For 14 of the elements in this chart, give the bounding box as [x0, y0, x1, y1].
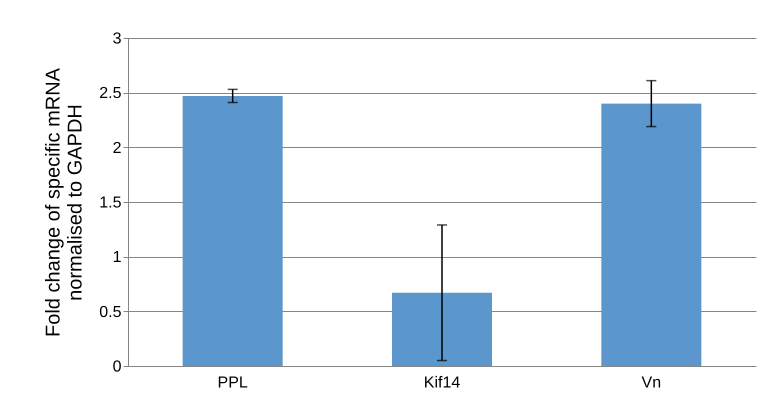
x-tick-label: Vn: [642, 374, 662, 392]
bar: [601, 104, 702, 366]
y-tick-label: 0.5: [99, 304, 122, 321]
bar: [392, 292, 492, 366]
y-tick-label: 1.5: [99, 194, 122, 212]
y-tick-label: 3: [112, 30, 122, 48]
y-tick-label: 2: [112, 140, 122, 157]
y-axis-title: Fold change of specific mRNA normalised to GAPDH: [42, 67, 86, 338]
x-tick-label: Kif14: [424, 374, 460, 392]
y-tick-label: 2.5: [99, 85, 122, 102]
y-tick-label: 0: [112, 358, 122, 376]
y-tick-label: 1: [112, 249, 122, 266]
bar: [182, 96, 283, 366]
x-tick-label: PPL: [218, 374, 248, 392]
